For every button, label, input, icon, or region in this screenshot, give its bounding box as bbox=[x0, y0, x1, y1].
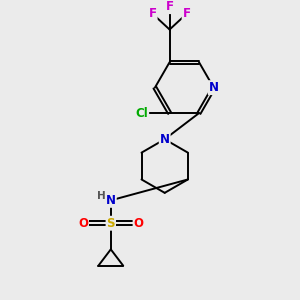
Text: N: N bbox=[106, 194, 116, 207]
Text: N: N bbox=[209, 81, 219, 94]
Text: S: S bbox=[106, 217, 115, 230]
Text: F: F bbox=[148, 7, 157, 20]
Text: F: F bbox=[183, 7, 190, 20]
Text: F: F bbox=[166, 0, 174, 13]
Text: N: N bbox=[160, 133, 170, 146]
Text: H: H bbox=[97, 191, 106, 201]
Text: O: O bbox=[134, 217, 144, 230]
Text: Cl: Cl bbox=[136, 106, 148, 120]
Text: O: O bbox=[78, 217, 88, 230]
